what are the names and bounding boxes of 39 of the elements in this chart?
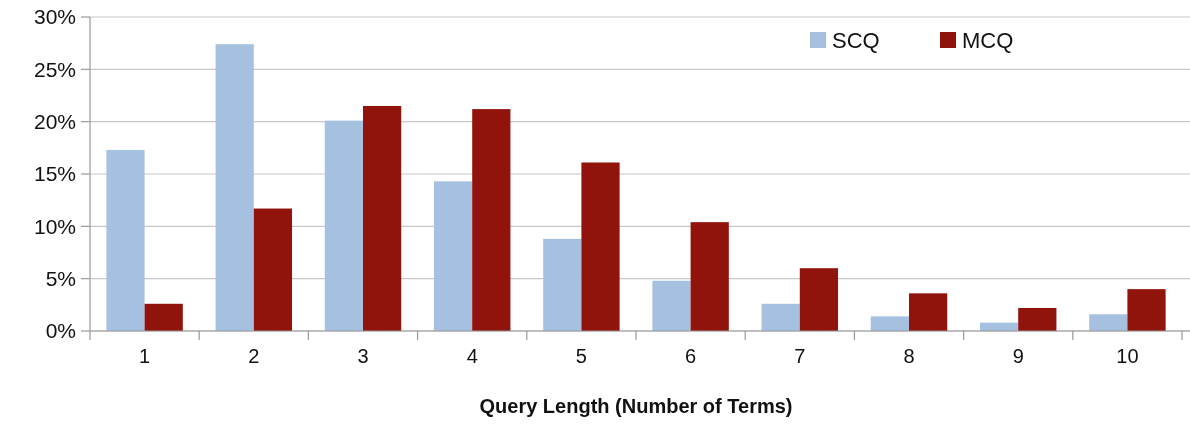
x-tick-label: 8: [903, 345, 915, 367]
bar: [433, 181, 473, 331]
bar: [652, 280, 691, 331]
bar: [543, 238, 582, 331]
legend-label: SCQ: [832, 27, 880, 53]
x-axis-title: Query Length (Number of Terms): [479, 395, 793, 417]
bar: [472, 109, 511, 331]
y-tick-label: 20%: [33, 110, 76, 134]
bar: [215, 44, 254, 331]
y-tick-label: 15%: [33, 162, 76, 186]
y-tick-label: 5%: [45, 267, 76, 291]
bar: [1089, 314, 1128, 331]
bar: [253, 208, 293, 331]
bar: [690, 222, 729, 331]
bar: [581, 162, 620, 331]
bar: [144, 303, 183, 331]
y-tick-label: 10%: [33, 214, 76, 238]
x-tick-label: 7: [794, 345, 806, 367]
bar: [761, 303, 800, 331]
bar: [870, 316, 909, 331]
bar: [909, 293, 948, 331]
bar: [363, 105, 402, 331]
bar: [106, 149, 145, 331]
bar: [1018, 307, 1057, 331]
bar: [799, 268, 839, 331]
x-tick-label: 3: [357, 345, 369, 367]
x-tick-label: 9: [1012, 345, 1024, 367]
x-tick-label: 5: [575, 345, 587, 367]
y-tick-label: 25%: [33, 57, 76, 81]
y-tick-label: 30%: [33, 5, 76, 29]
y-tick-label: 0%: [45, 319, 76, 343]
x-tick-label: 4: [466, 345, 478, 367]
legend-label: MCQ: [962, 27, 1014, 53]
bar: [324, 120, 363, 331]
x-tick-label: 1: [139, 345, 151, 367]
bar: [1127, 289, 1166, 331]
x-tick-label: 6: [685, 345, 697, 367]
x-tick-label: 10: [1116, 345, 1139, 367]
x-tick-label: 2: [248, 345, 260, 367]
